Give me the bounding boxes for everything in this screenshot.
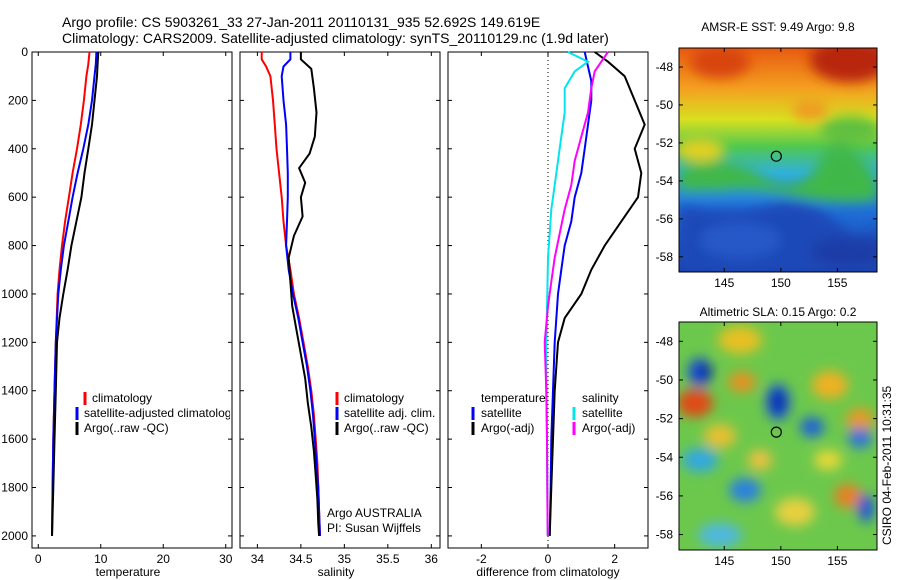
- sst-map-axes: -48 -50 -52 -54 -56 -58 145 150 155: [656, 48, 877, 290]
- x-tick-label: 30: [219, 552, 233, 566]
- legend-label-sal-argo: Argo(-adj): [582, 421, 635, 435]
- legend-label-satellite: satellite adj. clim.: [344, 406, 435, 420]
- float-position-marker: [770, 150, 782, 162]
- legend-heading-temperature: temperature: [481, 391, 546, 405]
- lat-tick-label: -48: [656, 334, 674, 348]
- difference-depth-ticks: [448, 51, 648, 537]
- series-line-argo-raw-qc-: [287, 52, 321, 536]
- title-line-2: Climatology: CARS2009. Satellite-adjuste…: [62, 30, 609, 46]
- lat-tick-label: -52: [656, 136, 674, 150]
- x-tick-label: 35: [338, 552, 352, 566]
- x-tick-label: 36: [425, 552, 439, 566]
- x-tick-label: 20: [157, 552, 171, 566]
- lat-tick-label: -56: [656, 489, 674, 503]
- series-line-argo-raw-qc-: [51, 51, 100, 536]
- x-tick-label: 34.5: [289, 552, 313, 566]
- difference-panel: -2 0 2 temperature satellite Argo(-adj) sa…: [447, 51, 649, 579]
- depth-tick-label: 1200: [1, 335, 28, 349]
- legend-heading-salinity: salinity: [582, 391, 619, 405]
- lon-tick-label: 145: [714, 276, 734, 290]
- legend-label-climatology: climatology: [92, 391, 152, 405]
- depth-tick-label: 600: [8, 190, 28, 204]
- lat-tick-label: -58: [656, 528, 674, 542]
- x-tick-label: -2: [476, 552, 487, 566]
- lat-tick-label: -52: [656, 412, 674, 426]
- sst-map-frame: [678, 47, 878, 273]
- sla-map-title: Altimetric SLA: 0.15 Argo: 0.2: [700, 305, 857, 319]
- lon-tick-label: 145: [714, 554, 734, 568]
- sst-map-title: AMSR-E SST: 9.49 Argo: 9.8: [701, 20, 855, 34]
- title-line-1: Argo profile: CS 5903261_33 27-Jan-2011 …: [62, 14, 540, 30]
- pi-note: PI: Susan Wijffels: [327, 521, 421, 535]
- credit-timestamp: CSIRO 04-Feb-2011 10:31:35: [880, 385, 894, 545]
- lat-tick-label: -48: [656, 60, 674, 74]
- lat-tick-label: -50: [656, 98, 674, 112]
- legend-label-temp-argo: Argo(-adj): [481, 421, 534, 435]
- series-line-temperature-argo-adj-: [548, 51, 646, 536]
- depth-tick-label: 400: [8, 142, 28, 156]
- difference-x-label: difference from climatology: [476, 565, 619, 579]
- lon-tick-label: 150: [771, 554, 791, 568]
- x-tick-label: 34: [251, 552, 265, 566]
- salinity-legend: climatology satellite adj. clim. Argo(..…: [335, 391, 435, 435]
- depth-tick-label: 0: [21, 45, 28, 59]
- x-tick-label: 10: [94, 552, 108, 566]
- series-line-salinity-argo-adj-: [543, 51, 609, 536]
- legend-label-temp-satellite: satellite: [481, 406, 522, 420]
- lon-tick-label: 150: [771, 276, 791, 290]
- sla-map-frame: [678, 321, 878, 551]
- depth-tick-label: 800: [8, 239, 28, 253]
- salinity-x-label: salinity: [318, 565, 355, 579]
- x-tick-label: 0: [35, 552, 42, 566]
- depth-tick-label: 1000: [1, 287, 28, 301]
- legend-label-climatology: climatology: [344, 391, 404, 405]
- sst-heatmap: [679, 48, 877, 272]
- salinity-panel: 34 34.5 35 35.5 36 climatology satellite adj…: [239, 51, 441, 579]
- temperature-x-axis: 0 10 20 30: [35, 52, 233, 566]
- lon-tick-label: 155: [827, 276, 847, 290]
- difference-legend: temperature satellite Argo(-adj) salinit…: [471, 391, 635, 435]
- float-position-marker: [770, 426, 782, 438]
- difference-x-axis: -2 0 2: [476, 52, 618, 566]
- temperature-x-label: temperature: [96, 565, 161, 579]
- sst-map-panel: AMSR-E SST: 9.49 Argo: 9.8 -48-50-52-54-…: [656, 20, 878, 290]
- lat-tick-label: -54: [656, 174, 674, 188]
- legend-label-satellite: satellite-adjusted climatology: [84, 406, 237, 420]
- depth-tick-label: 1800: [1, 481, 28, 495]
- temperature-legend: climatology satellite-adjusted climatolo…: [75, 391, 237, 435]
- x-tick-label: 35.5: [376, 552, 400, 566]
- lat-tick-label: -56: [656, 212, 674, 226]
- lat-tick-label: -58: [656, 250, 674, 264]
- lat-tick-label: -50: [656, 373, 674, 387]
- salinity-depth-ticks: [240, 51, 440, 537]
- temperature-panel: 0 200 400 600 800 1000 1200 1400 1600 1800 2000 0 1…: [1, 45, 237, 579]
- sla-map-panel: Altimetric SLA: 0.15 Argo: 0.2: [656, 305, 878, 568]
- depth-tick-label: 2000: [1, 529, 28, 543]
- salinity-x-axis: 34 34.5 35 35.5 36: [251, 52, 439, 566]
- legend-label-argo: Argo(..raw -QC): [344, 421, 429, 435]
- sla-map-axes: -48 -50 -52 -54 -56 -58 145 150 155: [656, 322, 877, 568]
- sla-heatmap: [679, 322, 877, 550]
- salinity-axes-box: [239, 51, 441, 549]
- legend-label-argo: Argo(..raw -QC): [84, 421, 169, 435]
- depth-tick-label: 1600: [1, 432, 28, 446]
- x-tick-label: 0: [545, 552, 552, 566]
- depth-axis: 0 200 400 600 800 1000 1200 1400 1600 1800 2000: [1, 45, 232, 543]
- x-tick-label: 2: [611, 552, 618, 566]
- series-line-satellite-adjusted-climatology: [51, 51, 98, 536]
- depth-tick-label: 1400: [1, 384, 28, 398]
- lat-tick-label: -54: [656, 450, 674, 464]
- argo-australia-note: Argo AUSTRALIA: [327, 506, 422, 520]
- legend-label-sal-satellite: satellite: [582, 406, 623, 420]
- temperature-axes-box: [31, 51, 233, 549]
- lon-tick-label: 155: [827, 554, 847, 568]
- depth-tick-label: 200: [8, 93, 28, 107]
